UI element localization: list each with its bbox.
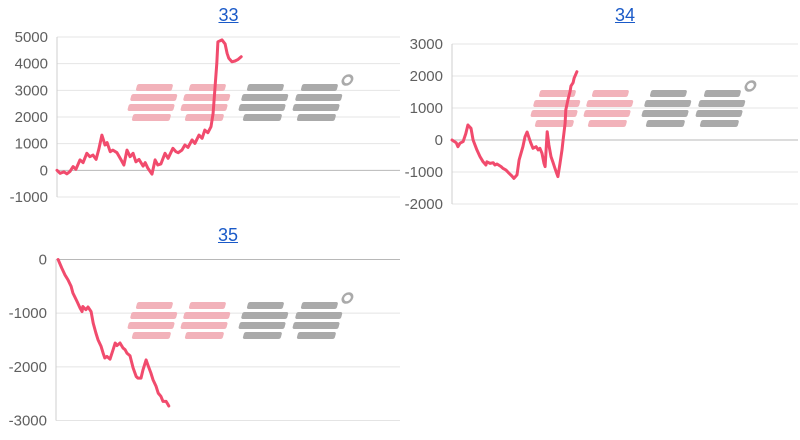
watermark-glyph-bar <box>127 104 175 111</box>
watermark-glyph-bar <box>184 332 224 339</box>
watermark-handakuten-ring <box>341 74 354 86</box>
series-line <box>55 38 243 176</box>
watermark-glyph-bar <box>300 84 338 91</box>
watermark-glyph-bar <box>135 84 173 91</box>
y-axis-tick-label: 1000 <box>410 100 443 117</box>
watermark-glyph-bar <box>238 322 286 329</box>
watermark-glyph-bar <box>246 84 284 91</box>
y-axis-tick-label: 1000 <box>15 136 48 153</box>
minrepo-watermark-logo <box>127 74 354 121</box>
watermark-glyph-bar <box>587 120 627 127</box>
y-axis-tick-label: -3000 <box>9 413 47 430</box>
watermark-glyph-bar <box>292 104 340 111</box>
y-axis-tick-label: 0 <box>40 162 48 179</box>
series-line <box>56 258 171 408</box>
chart-34-canvas: 3000 2000 1000 0 -1000 -2000 <box>405 36 798 213</box>
chart-33-canvas: 5000 4000 3000 2000 1000 0 -1000 <box>10 29 400 206</box>
watermark-glyph-bar <box>183 94 231 101</box>
watermark-glyph-bar <box>586 100 634 107</box>
y-axis-tick-label: -2000 <box>9 359 47 376</box>
watermark-glyph-bar <box>698 100 746 107</box>
watermark-glyph-bar <box>699 120 739 127</box>
y-axis-tick-label: -2000 <box>405 196 443 213</box>
watermark-glyph-bar <box>644 100 692 107</box>
y-axis-tick-label: 0 <box>435 132 443 149</box>
watermark-glyph-bar <box>127 322 175 329</box>
watermark-glyph-bar <box>246 302 284 309</box>
chart-33-title-link[interactable]: 33 <box>218 5 239 25</box>
y-axis-tick-label: 0 <box>39 252 47 269</box>
watermark-glyph-bar <box>530 110 578 117</box>
watermark-glyph-bar <box>242 114 282 121</box>
watermark-glyph-bar <box>538 90 576 97</box>
watermark-glyph-bar <box>703 90 741 97</box>
chart-34-title-link[interactable]: 34 <box>614 5 636 25</box>
chart-35: 35 みんレポ 0-1000-2000-3000 <box>0 220 400 440</box>
watermark-glyph-bar <box>188 84 226 91</box>
y-axis-tick-label: -1000 <box>405 164 443 181</box>
watermark-handakuten-ring <box>341 292 354 304</box>
watermark-glyph-bar <box>296 114 336 121</box>
watermark-glyph-bar <box>242 332 282 339</box>
watermark-glyph-bar <box>241 94 289 101</box>
watermark-glyph-bar <box>695 110 743 117</box>
watermark-glyph-bar <box>583 110 631 117</box>
watermark-glyph-bar <box>591 90 629 97</box>
watermark-glyph-bar <box>295 94 343 101</box>
watermark-glyph-bar <box>131 114 171 121</box>
y-axis-tick-label: 3000 <box>15 82 48 99</box>
watermark-glyph-bar <box>534 120 574 127</box>
watermark-glyph-bar <box>649 90 687 97</box>
y-axis-tick-label: 2000 <box>410 68 443 85</box>
watermark-glyph-bar <box>180 104 228 111</box>
y-axis-tick-label: 3000 <box>410 36 443 53</box>
chart-35-title-link[interactable]: 35 <box>217 225 239 245</box>
y-axis-tick-label: 2000 <box>15 109 48 126</box>
y-axis-tick-label: 5000 <box>15 29 48 46</box>
watermark-glyph-bar <box>300 302 338 309</box>
chart-35-canvas: 0 -1000 -2000 -3000 <box>9 252 400 430</box>
watermark-glyph-bar <box>292 322 340 329</box>
watermark-glyph-bar <box>183 312 231 319</box>
y-axis-tick-label: -1000 <box>10 189 48 206</box>
watermark-glyph-bar <box>180 322 228 329</box>
y-axis-tick-label: 4000 <box>15 56 48 73</box>
watermark-glyph-bar <box>188 302 226 309</box>
watermark-glyph-bar <box>130 94 178 101</box>
watermark-glyph-bar <box>296 332 336 339</box>
watermark-glyph-bar <box>184 114 224 121</box>
series-line <box>450 70 579 180</box>
minrepo-watermark-logo <box>530 80 757 127</box>
watermark-glyph-bar <box>641 110 689 117</box>
watermark-glyph-bar <box>241 312 289 319</box>
watermark-glyph-bar <box>131 332 171 339</box>
minrepo-watermark-logo <box>127 292 354 339</box>
watermark-handakuten-ring <box>744 80 757 92</box>
watermark-glyph-bar <box>533 100 581 107</box>
watermark-glyph-bar <box>295 312 343 319</box>
watermark-glyph-bar <box>238 104 286 111</box>
watermark-glyph-bar <box>645 120 685 127</box>
watermark-glyph-bar <box>135 302 173 309</box>
watermark-glyph-bar <box>130 312 178 319</box>
y-axis-tick-label: -1000 <box>9 305 47 322</box>
